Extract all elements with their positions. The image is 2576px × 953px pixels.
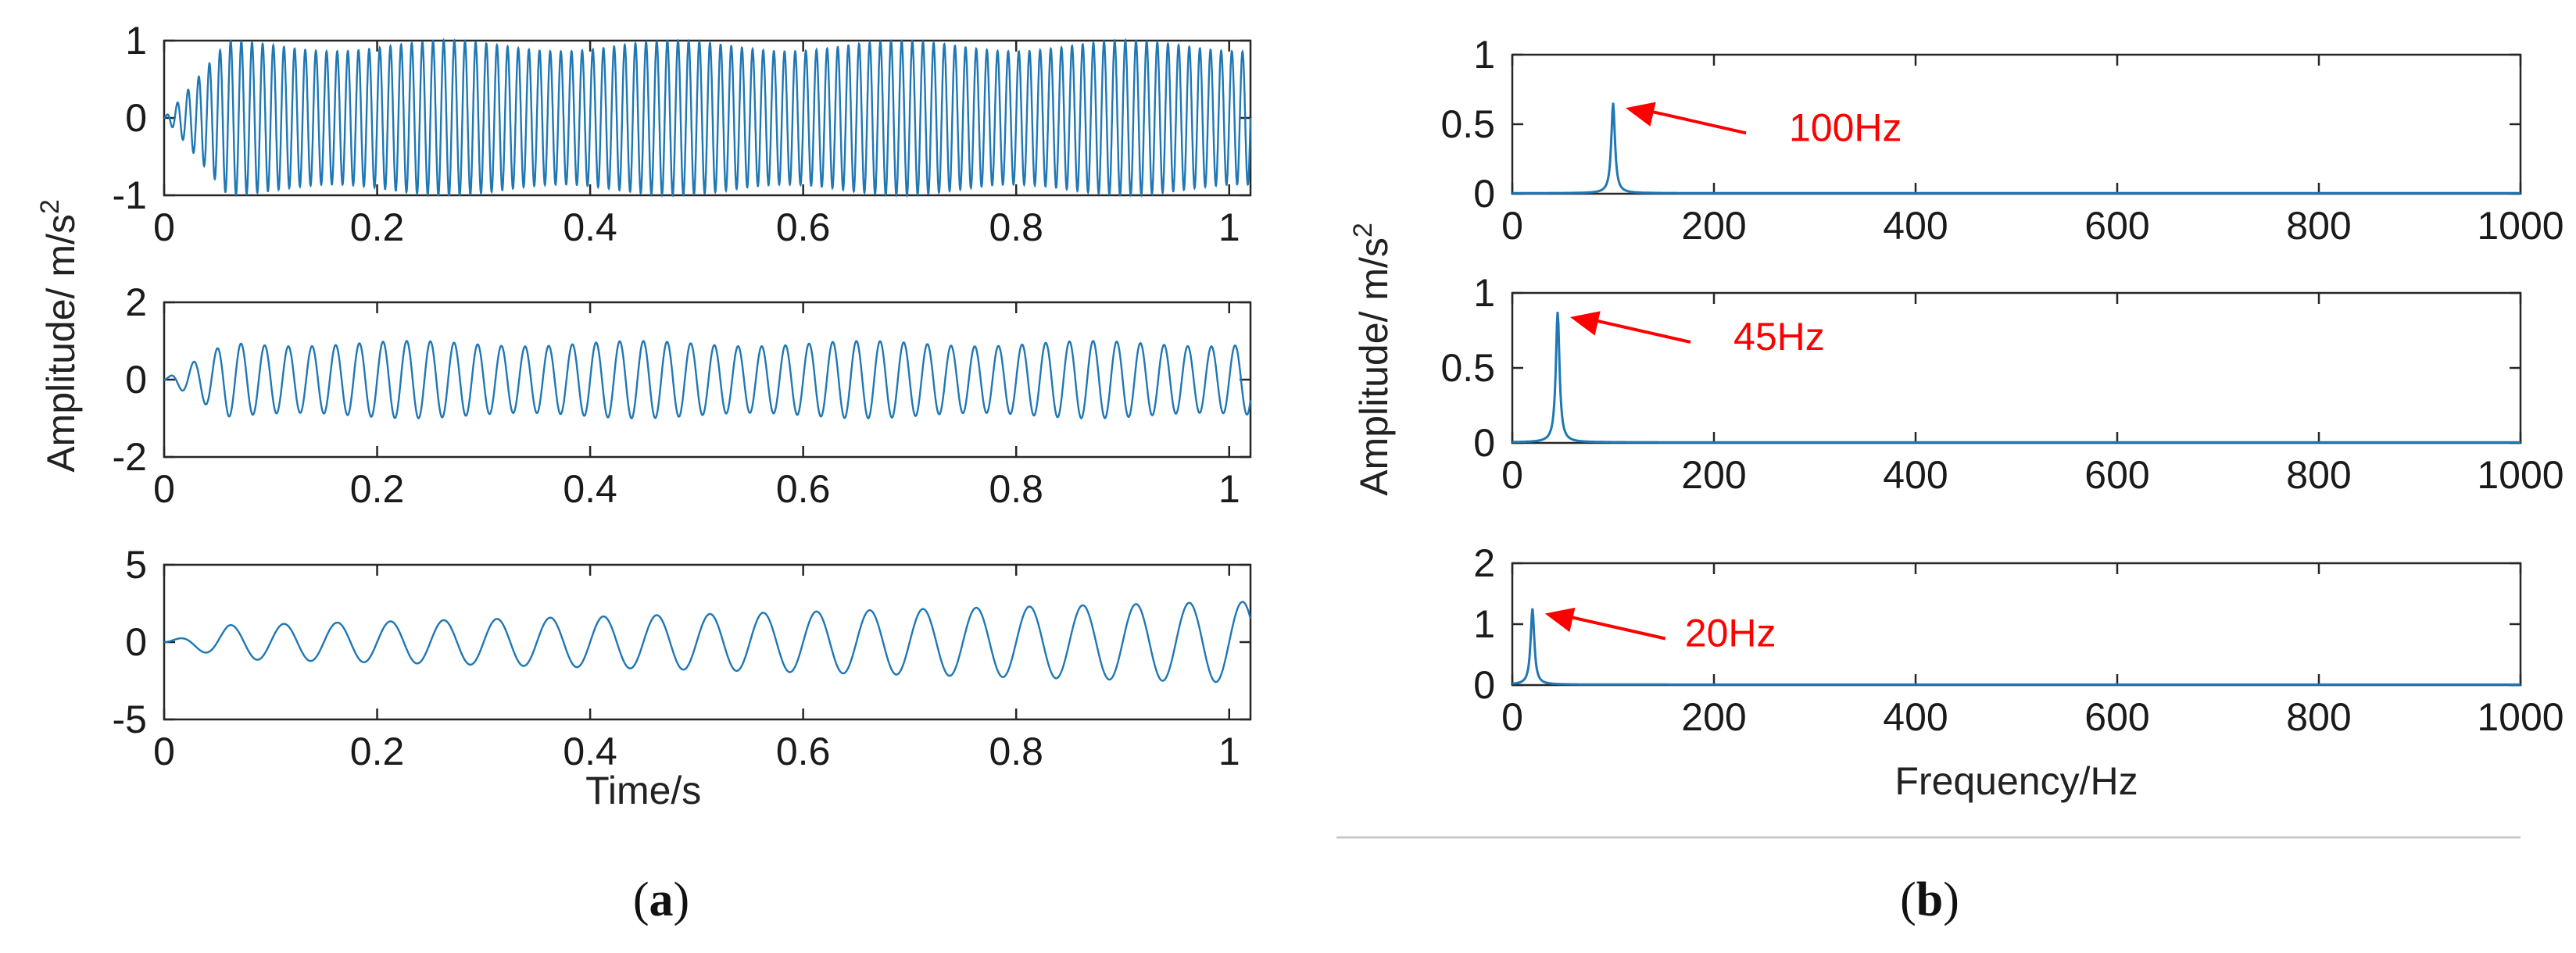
x-tick-label: 1000 (2477, 204, 2563, 248)
annotation-arrow-head (1626, 102, 1656, 127)
ylabel-panel-a: Amplitude/ m/s2 (35, 199, 83, 473)
x-tick-label: 200 (1681, 204, 1746, 248)
series-line (163, 340, 1252, 419)
x-axis-label: Frequency/Hz (1894, 759, 2138, 803)
y-tick-label: -5 (113, 698, 147, 741)
y-tick-label: 0 (1473, 172, 1495, 216)
x-tick-label: 800 (2286, 453, 2351, 497)
y-tick-label: 0.5 (1440, 346, 1495, 390)
series-line (1512, 608, 2521, 686)
x-tick-label: 0.4 (563, 205, 617, 249)
y-tick-label: 1 (1473, 271, 1495, 315)
annotation-arrow-shaft (1642, 108, 1747, 135)
x-tick-label: 400 (1883, 204, 1948, 248)
caption-b-letter: b (1916, 873, 1943, 926)
caption-a-close: ) (674, 873, 690, 926)
x-tick-label: 0 (153, 467, 175, 511)
ylabel-panel-b-text: Amplitude/ m/s (1352, 237, 1396, 496)
axes-frame (1511, 53, 2522, 195)
subplot-b-1: 0 200 400 600 800 1000 0 0.5 1 100Hz (1440, 33, 2563, 248)
caption-b-close: ) (1943, 873, 1959, 926)
annotation-label: 45Hz (1733, 315, 1825, 359)
x-tick-label: 1 (1218, 205, 1240, 249)
axes-frame (163, 563, 1252, 721)
x-tick-label: 1 (1218, 467, 1240, 511)
y-tick-label: -1 (113, 173, 147, 217)
x-tick-label: 600 (2084, 204, 2149, 248)
subplot-b-2: 0 200 400 600 800 1000 0 0.5 1 45Hz (1440, 271, 2563, 497)
y-tick-label: 2 (125, 280, 147, 324)
caption-a: (a) (633, 873, 689, 926)
x-tick-label: 800 (2286, 695, 2351, 739)
x-tick-label: 0.8 (989, 205, 1043, 249)
subplot-a-1: 0 0.2 0.4 0.6 0.8 1-101 (113, 19, 1252, 249)
x-tick-label: 400 (1883, 695, 1948, 739)
annotation-arrow-shaft (1587, 317, 1691, 344)
x-tick-label: 0 (1501, 204, 1523, 248)
x-tick-label: 0.6 (776, 730, 831, 773)
axes-frame (1511, 562, 2522, 687)
x-tick-label: 1 (1218, 730, 1240, 773)
y-tick-label: 1 (1473, 33, 1495, 77)
y-tick-label: 0 (1473, 663, 1495, 707)
axes-frame (1511, 291, 2522, 444)
x-tick-label: 0.8 (989, 467, 1043, 511)
x-tick-label: 0.4 (563, 730, 617, 773)
x-tick-label: 0 (1501, 695, 1523, 739)
x-tick-label: 0 (1501, 453, 1523, 497)
ylabel-panel-b-superscript: 2 (1348, 223, 1378, 237)
caption-b: (b) (1900, 873, 1959, 926)
y-tick-label: 2 (1473, 541, 1495, 585)
x-tick-label: 200 (1681, 453, 1746, 497)
x-tick-label: 0 (153, 205, 175, 249)
subplot-b-3: 0 200 400 600 800 1000 0 1 2 Frequency/Hz 20Hz (1473, 541, 2563, 803)
y-tick-label: 0 (1473, 421, 1495, 465)
y-tick-label: 5 (125, 543, 147, 587)
annotation-arrow-shaft (1562, 613, 1666, 641)
x-tick-label: 200 (1681, 695, 1746, 739)
x-tick-label: 0.6 (776, 467, 831, 511)
ylabel-panel-a-text: Amplitude/ m/s (39, 214, 83, 473)
series-line (1512, 102, 2521, 195)
annotation-arrow-head (1544, 607, 1576, 633)
y-tick-label: 0 (125, 620, 147, 664)
x-tick-label: 600 (2084, 695, 2149, 739)
y-tick-label: -2 (113, 435, 147, 479)
y-tick-label: 0 (125, 358, 147, 402)
x-tick-label: 0.8 (989, 730, 1043, 773)
x-tick-label: 0.2 (350, 205, 405, 249)
x-tick-label: 1000 (2477, 695, 2563, 739)
series-line (163, 37, 1252, 198)
y-tick-label: 1 (125, 19, 147, 62)
x-tick-label: 1000 (2477, 453, 2563, 497)
x-tick-label: 0.2 (350, 467, 405, 511)
caption-b-open: ( (1900, 873, 1916, 926)
x-tick-label: 0 (153, 730, 175, 773)
ylabel-panel-b: Amplitude/ m/s2 (1348, 223, 1396, 496)
caption-a-open: ( (633, 873, 649, 926)
annotation-label: 20Hz (1685, 612, 1776, 655)
y-tick-label: 0 (125, 96, 147, 140)
caption-a-letter: a (649, 873, 674, 926)
x-tick-label: 800 (2286, 204, 2351, 248)
annotation-arrow-head (1570, 311, 1601, 336)
series-line (1512, 312, 2521, 444)
x-axis-label: Time/s (585, 769, 701, 812)
x-tick-label: 0.4 (563, 467, 617, 511)
x-tick-label: 400 (1883, 453, 1948, 497)
y-tick-label: 1 (1473, 602, 1495, 646)
ylabel-panel-a-superscript: 2 (35, 199, 65, 214)
x-tick-label: 0.6 (776, 205, 831, 249)
x-tick-label: 600 (2084, 453, 2149, 497)
y-tick-label: 0.5 (1440, 102, 1495, 146)
annotation-label: 100Hz (1789, 105, 1902, 149)
x-tick-label: 0.2 (350, 730, 405, 773)
series-line (164, 601, 1252, 684)
subplot-a-2: 0 0.2 0.4 0.6 0.8 1-202 (113, 280, 1252, 511)
